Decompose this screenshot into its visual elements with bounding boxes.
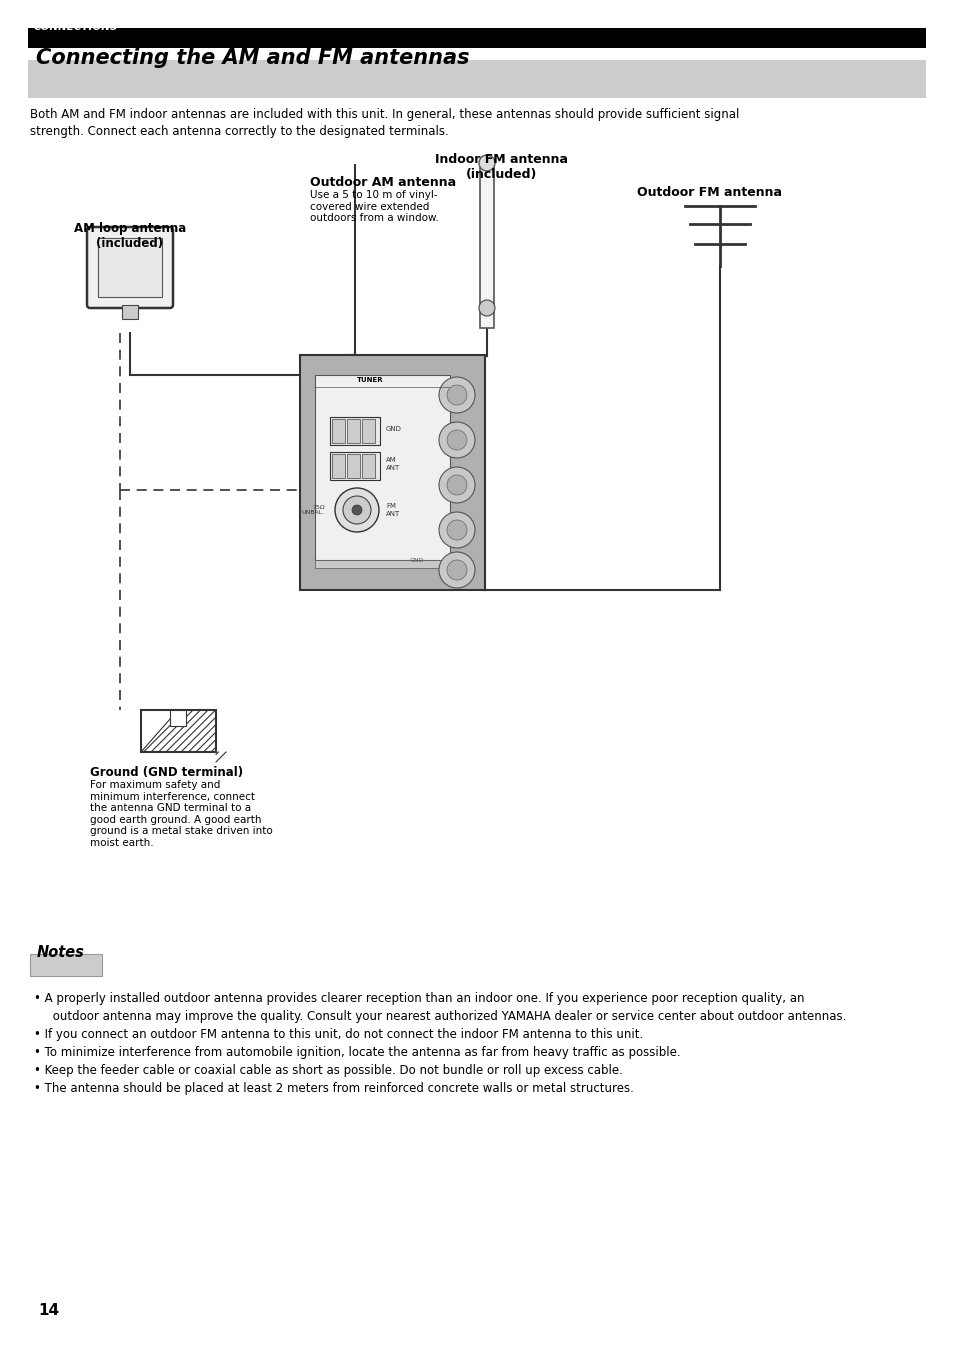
- Text: Outdoor AM antenna: Outdoor AM antenna: [310, 177, 456, 189]
- Circle shape: [438, 551, 475, 588]
- Text: • The antenna should be placed at least 2 meters from reinforced concrete walls : • The antenna should be placed at least …: [34, 1082, 633, 1095]
- Text: Notes: Notes: [37, 945, 85, 960]
- Circle shape: [343, 496, 371, 524]
- Text: Ground (GND terminal): Ground (GND terminal): [90, 766, 243, 779]
- Circle shape: [478, 155, 495, 171]
- FancyBboxPatch shape: [87, 226, 172, 307]
- Text: AM
ANT: AM ANT: [386, 457, 400, 470]
- Text: • A properly installed outdoor antenna provides clearer reception than an indoor: • A properly installed outdoor antenna p…: [34, 992, 803, 1006]
- Bar: [30, 954, 102, 976]
- Bar: [28, 61, 925, 98]
- Text: For maximum safety and
minimum interference, connect
the antenna GND terminal to: For maximum safety and minimum interfere…: [90, 780, 273, 848]
- Bar: [314, 375, 450, 559]
- Bar: [314, 559, 450, 568]
- Circle shape: [447, 520, 467, 541]
- Bar: [98, 239, 162, 297]
- Text: Outdoor FM antenna: Outdoor FM antenna: [637, 186, 781, 200]
- Bar: [361, 419, 375, 443]
- Bar: [347, 454, 359, 479]
- Bar: [122, 305, 138, 319]
- Circle shape: [438, 512, 475, 549]
- Text: • If you connect an outdoor FM antenna to this unit, do not connect the indoor F: • If you connect an outdoor FM antenna t…: [34, 1029, 642, 1041]
- Circle shape: [335, 488, 378, 532]
- Text: Indoor FM antenna
(included): Indoor FM antenna (included): [435, 154, 568, 181]
- Bar: [332, 454, 345, 479]
- Text: FM
ANT: FM ANT: [386, 504, 400, 516]
- Circle shape: [478, 301, 495, 315]
- Bar: [28, 28, 925, 49]
- Text: GND: GND: [410, 558, 424, 563]
- Text: AM loop antenna
(included): AM loop antenna (included): [73, 222, 186, 249]
- Bar: [330, 452, 379, 480]
- Text: Use a 5 to 10 m of vinyl-
covered wire extended
outdoors from a window.: Use a 5 to 10 m of vinyl- covered wire e…: [310, 190, 438, 224]
- Circle shape: [438, 466, 475, 503]
- Circle shape: [438, 377, 475, 412]
- Bar: [347, 419, 359, 443]
- Bar: [170, 710, 186, 727]
- Text: CONNECTIONS: CONNECTIONS: [34, 22, 118, 32]
- Bar: [299, 355, 484, 590]
- Text: Both AM and FM indoor antennas are included with this unit. In general, these an: Both AM and FM indoor antennas are inclu…: [30, 108, 739, 137]
- Circle shape: [352, 506, 361, 515]
- Bar: [332, 419, 345, 443]
- Bar: [141, 710, 215, 752]
- Circle shape: [438, 422, 475, 458]
- Text: • To minimize interference from automobile ignition, locate the antenna as far f: • To minimize interference from automobi…: [34, 1046, 679, 1060]
- Text: 14: 14: [38, 1304, 59, 1318]
- Circle shape: [447, 386, 467, 404]
- Text: outdoor antenna may improve the quality. Consult your nearest authorized YAMAHA : outdoor antenna may improve the quality.…: [34, 1010, 845, 1023]
- Circle shape: [447, 559, 467, 580]
- Text: Connecting the AM and FM antennas: Connecting the AM and FM antennas: [36, 49, 469, 67]
- Text: TUNER: TUNER: [356, 377, 383, 383]
- Bar: [361, 454, 375, 479]
- Text: GND: GND: [386, 426, 401, 431]
- Bar: [479, 163, 494, 328]
- Circle shape: [447, 430, 467, 450]
- Text: • Keep the feeder cable or coaxial cable as short as possible. Do not bundle or : • Keep the feeder cable or coaxial cable…: [34, 1064, 622, 1077]
- Text: 75Ω
UNBAL.: 75Ω UNBAL.: [301, 504, 325, 515]
- Circle shape: [447, 474, 467, 495]
- Bar: [330, 417, 379, 445]
